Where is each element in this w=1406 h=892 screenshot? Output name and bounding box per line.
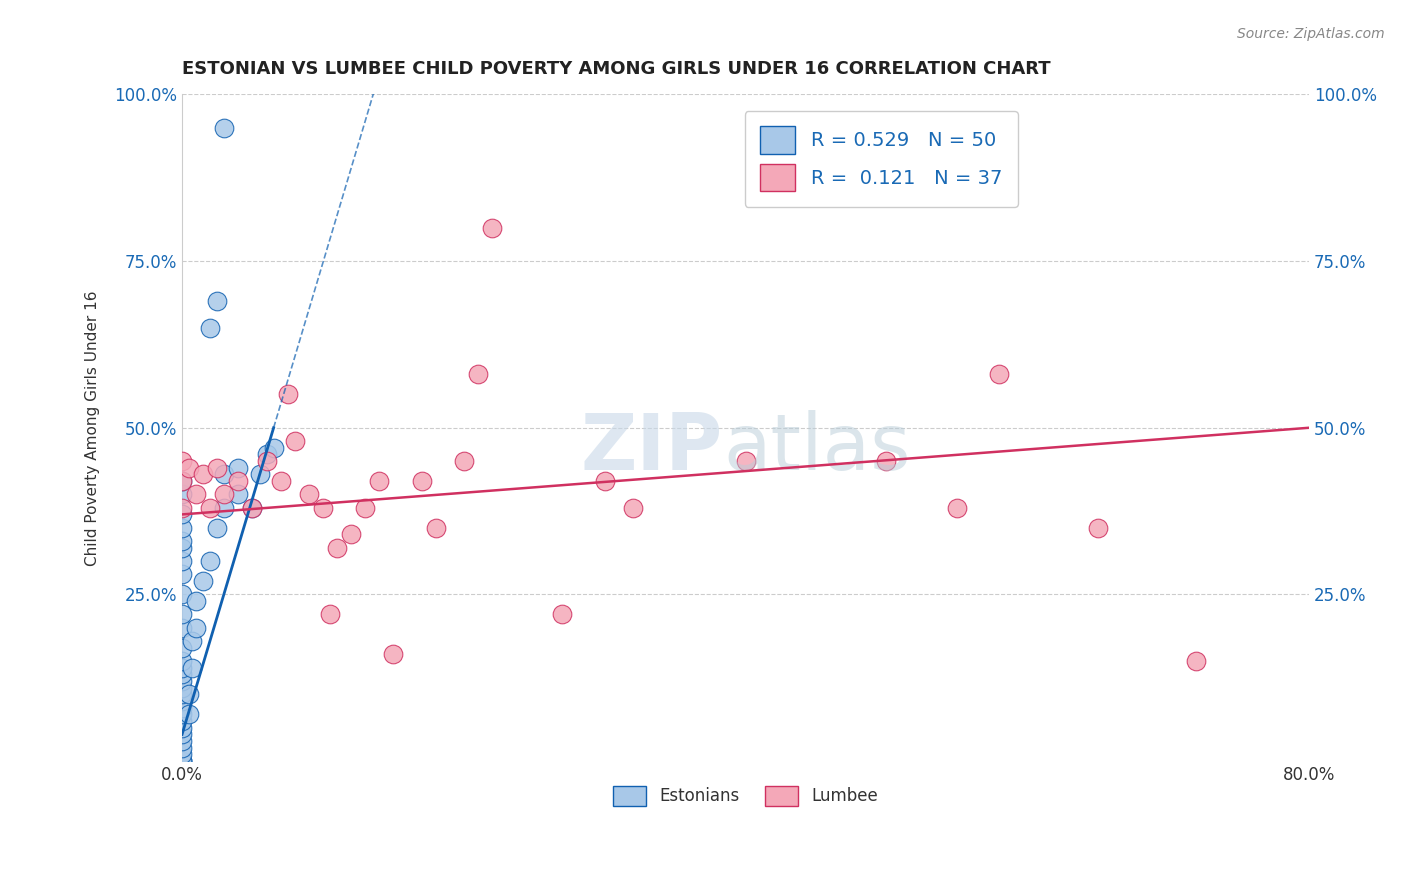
Point — [170, 654, 193, 668]
Point — [249, 467, 271, 482]
Text: atlas: atlas — [723, 409, 911, 486]
Text: ZIP: ZIP — [581, 409, 723, 486]
Point — [207, 294, 229, 309]
Point — [170, 754, 193, 768]
Point — [186, 621, 208, 635]
Point — [298, 487, 321, 501]
Point — [170, 607, 193, 622]
Point — [170, 567, 193, 582]
Point — [200, 500, 222, 515]
Point — [263, 441, 285, 455]
Point — [170, 740, 193, 755]
Point — [170, 661, 193, 675]
Point — [277, 387, 299, 401]
Point — [312, 500, 335, 515]
Point — [170, 721, 193, 735]
Point — [180, 661, 202, 675]
Point — [170, 674, 193, 689]
Point — [214, 487, 236, 501]
Point — [256, 454, 278, 468]
Point — [170, 508, 193, 522]
Point — [593, 474, 616, 488]
Point — [1185, 654, 1208, 668]
Point — [340, 527, 363, 541]
Point — [170, 714, 193, 728]
Point — [170, 500, 193, 515]
Point — [186, 487, 208, 501]
Point — [228, 474, 250, 488]
Point — [242, 500, 264, 515]
Point — [214, 120, 236, 135]
Legend: Estonians, Lumbee: Estonians, Lumbee — [606, 779, 884, 813]
Point — [170, 474, 193, 488]
Point — [946, 500, 969, 515]
Point — [621, 500, 644, 515]
Point — [200, 554, 222, 568]
Point — [382, 648, 405, 662]
Point — [177, 460, 200, 475]
Point — [170, 554, 193, 568]
Point — [170, 754, 193, 768]
Point — [988, 368, 1011, 382]
Point — [875, 454, 897, 468]
Point — [319, 607, 342, 622]
Point — [193, 467, 215, 482]
Point — [551, 607, 574, 622]
Point — [354, 500, 377, 515]
Point — [170, 727, 193, 741]
Point — [170, 734, 193, 748]
Point — [481, 220, 503, 235]
Point — [1087, 521, 1109, 535]
Point — [170, 454, 193, 468]
Text: Source: ZipAtlas.com: Source: ZipAtlas.com — [1237, 27, 1385, 41]
Point — [214, 500, 236, 515]
Point — [170, 707, 193, 722]
Point — [170, 747, 193, 762]
Point — [170, 521, 193, 535]
Point — [170, 587, 193, 601]
Point — [207, 521, 229, 535]
Point — [256, 447, 278, 461]
Point — [228, 487, 250, 501]
Point — [200, 320, 222, 334]
Point — [425, 521, 447, 535]
Point — [207, 460, 229, 475]
Point — [170, 694, 193, 708]
Point — [170, 681, 193, 695]
Point — [214, 467, 236, 482]
Point — [170, 534, 193, 549]
Point — [170, 700, 193, 714]
Point — [170, 487, 193, 501]
Point — [170, 474, 193, 488]
Point — [170, 754, 193, 768]
Point — [368, 474, 391, 488]
Point — [170, 640, 193, 655]
Point — [170, 541, 193, 555]
Point — [284, 434, 307, 448]
Point — [177, 687, 200, 701]
Point — [177, 707, 200, 722]
Point — [170, 667, 193, 681]
Point — [734, 454, 756, 468]
Point — [186, 594, 208, 608]
Point — [411, 474, 433, 488]
Point — [467, 368, 489, 382]
Point — [180, 634, 202, 648]
Text: ESTONIAN VS LUMBEE CHILD POVERTY AMONG GIRLS UNDER 16 CORRELATION CHART: ESTONIAN VS LUMBEE CHILD POVERTY AMONG G… — [181, 60, 1050, 78]
Point — [326, 541, 349, 555]
Point — [242, 500, 264, 515]
Point — [170, 687, 193, 701]
Point — [228, 460, 250, 475]
Point — [193, 574, 215, 588]
Point — [170, 621, 193, 635]
Point — [453, 454, 475, 468]
Y-axis label: Child Poverty Among Girls Under 16: Child Poverty Among Girls Under 16 — [86, 290, 100, 566]
Point — [270, 474, 292, 488]
